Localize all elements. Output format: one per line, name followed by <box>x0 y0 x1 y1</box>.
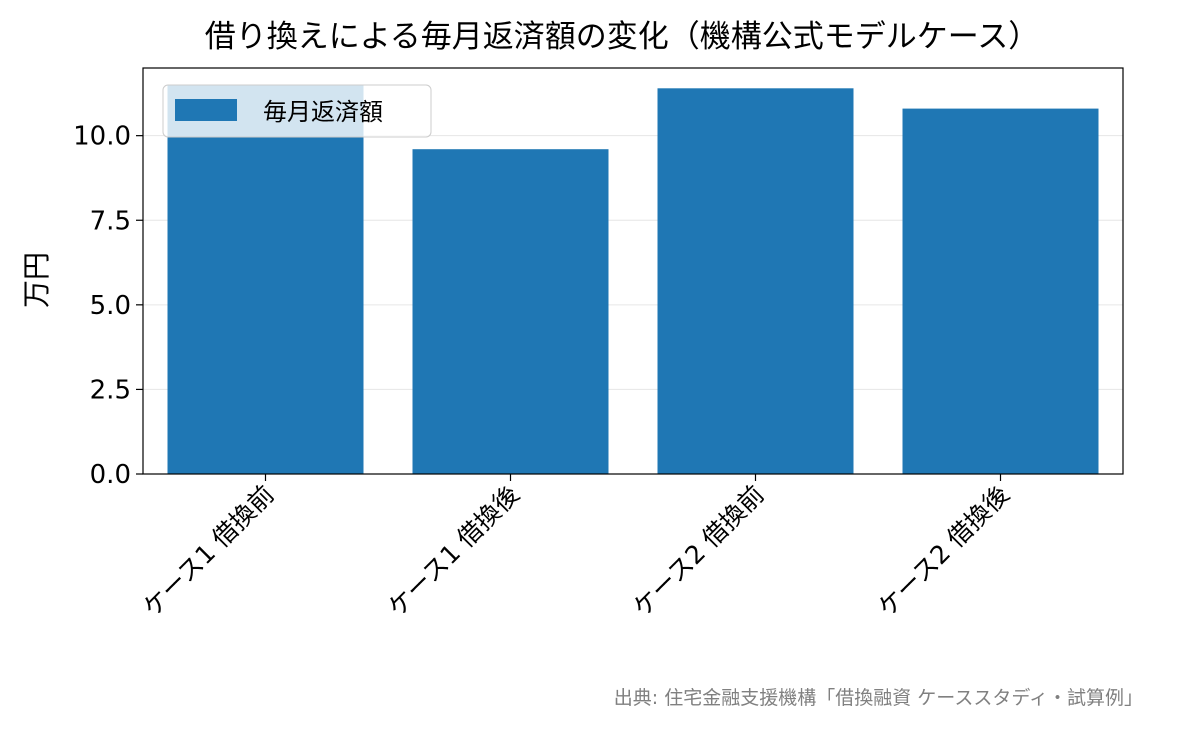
y-tick-label: 7.5 <box>90 206 131 236</box>
x-tick-label: ケース1 借換前 <box>137 480 280 623</box>
legend-label: 毎月返済額 <box>263 98 383 126</box>
bar-1 <box>167 84 364 475</box>
legend-swatch <box>175 99 237 121</box>
legend: 毎月返済額 <box>162 84 432 138</box>
y-tick-label: 2.5 <box>90 375 131 405</box>
y-axis-label: 万円 <box>20 252 53 308</box>
y-tick-label: 10.0 <box>73 122 131 152</box>
bar-3 <box>657 88 854 475</box>
legend-box <box>162 84 432 138</box>
bar-4 <box>902 108 1099 474</box>
plot-area: 0.0 2.5 5.0 7.5 10.0 ケース1 借換前 ケース1 借換後 ケース2 借換前… <box>73 67 1124 623</box>
chart-title: 借り換えによる毎月返済額の変化（機構公式モデルケース） <box>205 19 1040 55</box>
x-tick-label: ケース2 借換前 <box>627 480 770 623</box>
plot-frame <box>142 67 1124 475</box>
bar-2 <box>412 149 609 474</box>
y-tick-label: 0.0 <box>90 460 131 490</box>
x-tick-label: ケース1 借換後 <box>382 480 525 623</box>
x-tick-label: ケース2 借換後 <box>872 480 1015 623</box>
source-note: 出典: 住宅金融支援機構「借換融資 ケーススタディ・試算例」 <box>614 687 1143 709</box>
y-tick-label: 5.0 <box>90 291 131 321</box>
